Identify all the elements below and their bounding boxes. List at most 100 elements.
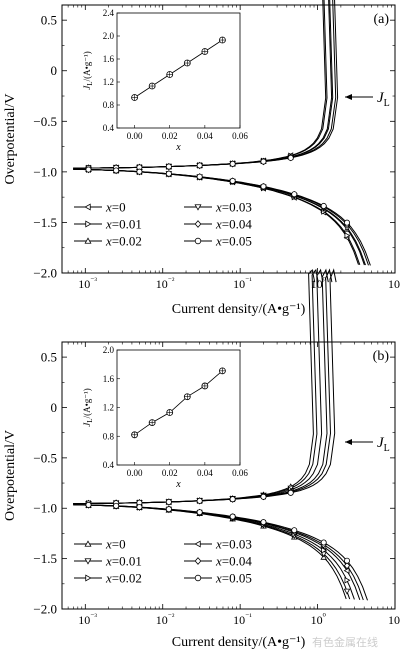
- y-tick-label: −1.0: [33, 501, 57, 516]
- legend-label: x=0.03: [215, 537, 252, 552]
- inset-y-tick-label: 2.4: [103, 8, 115, 18]
- inset-series-line: [134, 370, 223, 436]
- y-tick-label: −2.0: [33, 602, 57, 617]
- series-line-anodic: [73, 0, 339, 169]
- series-marker: [321, 546, 328, 554]
- inset-series-line: [134, 39, 223, 98]
- inset-y-tick-label: 1.2: [103, 403, 114, 413]
- series-line-cathodic: [73, 504, 364, 601]
- x-tick-label: 10⁻¹: [233, 276, 252, 291]
- series-marker: [344, 219, 351, 226]
- x-axis-label: Current density/(A•g⁻¹): [172, 302, 306, 317]
- inset-x-axis-label: x: [175, 479, 181, 490]
- chart-panel-a: 10⁻³10⁻²10⁻¹10⁰10¹0.50−0.5−1.0−1.5−2.0Cu…: [3, 0, 400, 317]
- inset-chart: 0.00 0.02 0.04 0.06 0.4 0.8 1.2 1.6 2.0 2.4 x JL/(A…: [82, 8, 248, 153]
- series-line-cathodic: [73, 504, 361, 600]
- chart-panel-b: 10⁻³ 10⁻² 10⁻¹ 10⁰ 10¹ 0.5 0 −0.5 −1.0 −1.5 −2.0 Cu…: [3, 268, 400, 650]
- inset-x-axis-label: x: [175, 142, 181, 153]
- inset-x-tick-label: 0.06: [232, 468, 248, 478]
- inset-x-tick-label: 0.04: [197, 468, 213, 478]
- legend-marker: [194, 574, 202, 582]
- y-tick-label: 0.5: [41, 13, 57, 28]
- legend-marker: [194, 557, 202, 565]
- series-marker: [136, 168, 143, 175]
- series-marker: [320, 202, 327, 209]
- series-marker: [196, 162, 203, 169]
- y-tick-label: −1.5: [33, 551, 57, 566]
- legend: x=0 x=0.01 x=0.02 x=0.03 x=0.04 x=0.05: [74, 200, 252, 249]
- legend-label: x=0.05: [215, 234, 252, 249]
- legend-marker: [84, 540, 92, 547]
- series-marker: [320, 539, 327, 546]
- inset-x-tick-label: 0.00: [127, 131, 143, 141]
- series-group: [73, 268, 368, 601]
- legend-label: x=0.04: [215, 554, 252, 569]
- series-group: [73, 0, 371, 266]
- y-axis-label: Overpotential/V: [3, 430, 18, 521]
- series-line-cathodic: [73, 168, 371, 266]
- series-marker: [287, 489, 294, 496]
- annotation-label: JL: [377, 90, 390, 109]
- inset-y-tick-label: 0.8: [103, 431, 115, 441]
- series-marker: [196, 173, 203, 180]
- legend-marker: [84, 237, 92, 244]
- series-marker: [85, 166, 92, 173]
- series-marker: [165, 506, 172, 513]
- inset-chart: 0.00 0.02 0.04 0.06 0.4 0.8 1.2 1.6 2.0 x JL/(A•g⁻…: [82, 345, 248, 490]
- series-marker: [229, 496, 236, 503]
- series-marker: [260, 158, 267, 165]
- x-tick-label: 10⁻³: [78, 612, 97, 627]
- series-marker: [291, 527, 298, 534]
- x-tick-label: 10¹: [388, 276, 400, 291]
- x-tick-label: 10⁻²: [156, 612, 175, 627]
- legend-label: x=0: [105, 200, 126, 215]
- series-marker: [113, 502, 120, 509]
- y-tick-label: −1.5: [33, 215, 57, 230]
- legend-marker: [84, 203, 91, 211]
- inset-y-tick-label: 0.4: [103, 460, 115, 470]
- inset-x-tick-label: 0.04: [197, 131, 213, 141]
- series-marker: [291, 191, 298, 198]
- series-marker: [343, 561, 351, 570]
- inset-x-tick-label: 0.02: [162, 131, 178, 141]
- inset-y-tick-label: 1.6: [103, 374, 115, 384]
- legend-label: x=0: [105, 537, 126, 552]
- inset-frame: [116, 12, 241, 129]
- y-tick-label: −0.5: [33, 114, 57, 129]
- panel-label: (b): [373, 349, 390, 364]
- inset-x-tick-label: 0.00: [127, 468, 143, 478]
- inset-x-tick-label: 0.02: [162, 468, 178, 478]
- legend-marker: [85, 220, 92, 228]
- legend-label: x=0.01: [105, 217, 142, 232]
- series-marker: [229, 513, 236, 520]
- series-marker: [165, 163, 172, 170]
- x-axis-label: Current density/(A•g⁻¹): [172, 635, 306, 650]
- series-marker: [85, 501, 92, 508]
- legend-label: x=0.02: [105, 234, 142, 249]
- series-marker: [196, 497, 203, 504]
- legend-marker: [194, 204, 202, 211]
- panel-label: (a): [373, 12, 389, 27]
- plot-frame: [61, 341, 396, 610]
- series-marker: [165, 498, 172, 505]
- x-tick-label: 10⁻²: [156, 276, 175, 291]
- series-marker: [136, 504, 143, 511]
- y-tick-label: −0.5: [33, 450, 57, 465]
- y-tick-label: −1.0: [33, 164, 57, 179]
- annotation-arrowhead: [345, 439, 352, 445]
- inset-y-tick-label: 1.2: [103, 77, 114, 87]
- inset-y-tick-label: 0.8: [103, 100, 115, 110]
- x-tick-label: 10¹: [388, 612, 400, 627]
- legend-label: x=0.04: [215, 217, 252, 232]
- legend: x=0 x=0.01 x=0.02 x=0.03 x=0.04 x=0.05: [74, 537, 252, 586]
- legend-label: x=0.02: [105, 571, 142, 586]
- legend-marker: [194, 220, 202, 228]
- x-tick-label: 10⁰: [311, 612, 326, 627]
- inset-y-tick-label: 2.0: [103, 31, 115, 41]
- series-marker: [343, 588, 351, 595]
- legend-marker: [84, 558, 92, 565]
- series-marker: [344, 557, 351, 564]
- series-marker: [165, 170, 172, 177]
- legend-label: x=0.03: [215, 200, 252, 215]
- series-marker: [287, 154, 294, 161]
